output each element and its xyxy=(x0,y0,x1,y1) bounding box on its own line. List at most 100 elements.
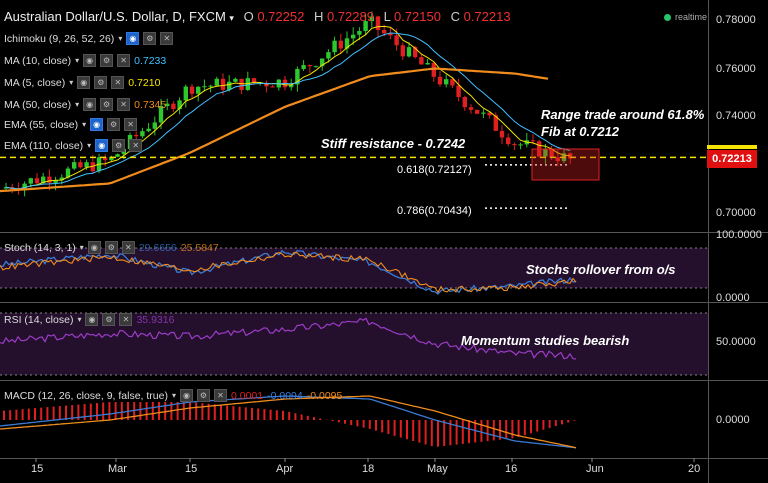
indicator-label: Ichimoku (9, 26, 52, 26) xyxy=(4,32,115,45)
settings-icon[interactable]: ⚙ xyxy=(197,389,210,402)
chevron-down-icon[interactable]: ▾ xyxy=(118,34,123,43)
candle-body xyxy=(487,112,492,116)
indicator-legend-ema110[interactable]: EMA (110, close) ▾ ◉ ⚙ ✕ xyxy=(4,139,143,152)
open-value: 0.72252 xyxy=(257,9,305,24)
indicator-label: MA (10, close) xyxy=(4,54,72,67)
eye-icon[interactable]: ◉ xyxy=(126,32,140,45)
candle-body xyxy=(437,76,443,85)
time-tick: 16 xyxy=(505,463,518,475)
candle-body xyxy=(158,106,164,123)
ma10-line xyxy=(5,32,571,190)
candle-body xyxy=(555,157,560,162)
candle-body xyxy=(431,62,436,77)
candle-body xyxy=(84,162,89,168)
chevron-down-icon[interactable]: ▾ xyxy=(87,141,92,150)
eye-icon[interactable]: ◉ xyxy=(180,389,193,402)
candle-body xyxy=(357,31,362,35)
eye-icon[interactable]: ◉ xyxy=(90,118,104,131)
chevron-down-icon[interactable]: ▾ xyxy=(79,243,84,252)
eye-icon[interactable]: ◉ xyxy=(83,98,97,111)
close-icon[interactable]: ✕ xyxy=(121,241,135,254)
indicator-legend-ichimoku[interactable]: Ichimoku (9, 26, 52, 26) ▾ ◉ ⚙ ✕ xyxy=(4,32,174,45)
realtime-indicator: realtime xyxy=(664,12,707,22)
settings-icon[interactable]: ⚙ xyxy=(94,76,108,89)
rsi-value: 35.9316 xyxy=(136,313,175,326)
settings-icon[interactable]: ⚙ xyxy=(102,313,116,326)
chevron-down-icon[interactable]: ▾ xyxy=(75,100,80,109)
candle-body xyxy=(103,157,108,161)
close-icon[interactable]: ✕ xyxy=(160,32,174,45)
macd-legend[interactable]: MACD (12, 26, close, 9, false, true) ▾ ◉… xyxy=(4,389,342,402)
indicator-legend-ma5[interactable]: MA (5, close) ▾ ◉ ⚙ ✕ 0.7210 xyxy=(4,76,160,89)
rsi-label: RSI (14, close) xyxy=(4,313,74,326)
indicator-legend-ma50[interactable]: MA (50, close) ▾ ◉ ⚙ ✕ 0.7345 xyxy=(4,98,166,111)
eye-icon[interactable]: ◉ xyxy=(85,313,99,326)
candle-body xyxy=(183,86,188,101)
eye-icon[interactable]: ◉ xyxy=(83,54,97,67)
candle-body xyxy=(220,78,226,90)
high-label: H xyxy=(313,9,324,24)
indicator-value: 0.7345 xyxy=(134,98,167,111)
indicator-legend-ma10[interactable]: MA (10, close) ▾ ◉ ⚙ ✕ 0.7233 xyxy=(4,54,166,67)
candle-body xyxy=(332,40,337,53)
symbol-title[interactable]: Australian Dollar/U.S. Dollar, D, FXCM xyxy=(4,9,226,24)
chevron-down-icon[interactable]: ▾ xyxy=(75,56,80,65)
rsi-legend[interactable]: RSI (14, close) ▾ ◉ ⚙ ✕ 35.9316 xyxy=(4,313,174,326)
candle-body xyxy=(530,140,536,142)
close-icon[interactable]: ✕ xyxy=(117,54,131,67)
candle-body xyxy=(394,35,399,46)
candle-body xyxy=(270,86,275,88)
time-tick: Apr xyxy=(276,463,294,475)
candle-body xyxy=(189,86,195,94)
close-icon[interactable]: ✕ xyxy=(119,313,133,326)
indicator-legend-ema55[interactable]: EMA (55, close) ▾ ◉ ⚙ ✕ xyxy=(4,118,138,131)
chevron-down-icon[interactable]: ▾ xyxy=(171,391,176,400)
close-icon[interactable]: ✕ xyxy=(214,389,227,402)
annotation-momentum: Momentum studies bearish xyxy=(461,333,630,348)
indicator-value: 0.7233 xyxy=(134,54,167,67)
indicator-label: EMA (110, close) xyxy=(4,139,84,152)
candle-body xyxy=(512,144,517,146)
eye-icon[interactable]: ◉ xyxy=(95,139,109,152)
candle-body xyxy=(41,176,46,184)
rsi-tick: 50.0000 xyxy=(716,336,756,348)
time-tick: 20 xyxy=(688,463,701,475)
settings-icon[interactable]: ⚙ xyxy=(100,98,114,111)
range-box xyxy=(531,148,600,181)
stoch-band xyxy=(0,248,708,288)
eye-icon[interactable]: ◉ xyxy=(77,76,91,89)
annotation-stiff-resistance: Stiff resistance - 0.7242 xyxy=(321,136,466,151)
settings-icon[interactable]: ⚙ xyxy=(107,118,121,131)
settings-icon[interactable]: ⚙ xyxy=(112,139,126,152)
eye-icon[interactable]: ◉ xyxy=(87,241,101,254)
chevron-down-icon[interactable]: ▾ xyxy=(69,78,74,87)
candle-body xyxy=(344,38,350,49)
candle-body xyxy=(134,134,139,137)
chevron-down-icon[interactable]: ▾ xyxy=(229,13,234,23)
stoch-legend[interactable]: Stoch (14, 3, 1) ▾ ◉ ⚙ ✕ 29.6656 25.5847 xyxy=(4,241,219,254)
candle-body xyxy=(518,144,523,146)
candle-body xyxy=(214,78,219,86)
macd-line xyxy=(0,395,577,449)
settings-icon[interactable]: ⚙ xyxy=(100,54,114,67)
close-icon[interactable]: ✕ xyxy=(117,98,131,111)
candle-body xyxy=(233,78,238,82)
last-price-tag: 0.72213 xyxy=(707,150,757,168)
close-label: C xyxy=(450,9,460,24)
candle-body xyxy=(289,84,294,88)
chevron-down-icon[interactable]: ▾ xyxy=(77,315,82,324)
fib-786-label: 0.786(0.70434) xyxy=(397,205,472,217)
settings-icon[interactable]: ⚙ xyxy=(104,241,118,254)
close-icon[interactable]: ✕ xyxy=(129,139,143,152)
candle-body xyxy=(506,137,511,145)
chevron-down-icon[interactable]: ▾ xyxy=(82,120,87,129)
settings-icon[interactable]: ⚙ xyxy=(143,32,157,45)
close-icon[interactable]: ✕ xyxy=(111,76,125,89)
close-icon[interactable]: ✕ xyxy=(124,118,138,131)
candle-body xyxy=(264,82,269,87)
ma50-line xyxy=(0,67,549,193)
candle-body xyxy=(227,81,232,90)
annotation-fib-at: Fib at 0.7212 xyxy=(541,124,620,139)
candle-body xyxy=(53,180,58,183)
